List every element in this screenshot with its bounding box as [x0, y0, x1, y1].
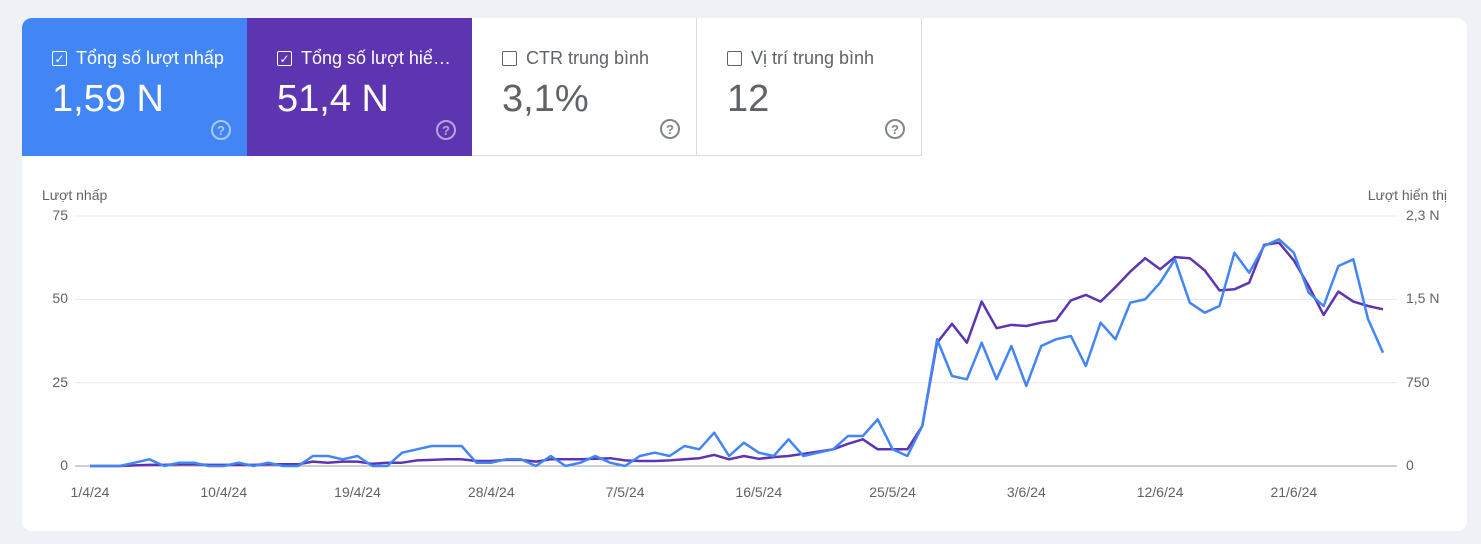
help-icon[interactable]: ? [436, 120, 456, 140]
metric-value: 12 [727, 78, 770, 120]
metric-label: CTR trung bình [502, 48, 649, 69]
metric-value: 1,59 N [52, 78, 164, 120]
metric-value: 3,1% [502, 78, 589, 120]
metric-total-impressions[interactable]: ✓ Tổng số lượt hiể… 51,4 N ? [247, 18, 472, 156]
help-glyph: ? [442, 122, 450, 138]
right-axis-tick: 1,5 N [1406, 290, 1440, 307]
x-axis-tick: 21/6/24 [1270, 484, 1318, 500]
x-axis-tick: 16/5/24 [735, 484, 783, 500]
x-axis-tick: 28/4/24 [467, 484, 515, 500]
help-glyph: ? [217, 122, 225, 138]
x-axis-tick: 19/4/24 [334, 484, 381, 500]
left-axis-tick: 25 [52, 373, 68, 390]
metric-value: 51,4 N [277, 78, 389, 120]
performance-card: ✓ Tổng số lượt nhấp 1,59 N ? ✓ Tổng số l… [22, 18, 1467, 531]
checkbox-checked-icon[interactable]: ✓ [277, 51, 292, 66]
checkbox-unchecked-icon[interactable] [502, 51, 517, 66]
metric-label-text: Tổng số lượt hiể… [301, 48, 451, 68]
right-axis-tick: 750 [1406, 373, 1430, 390]
metric-label: ✓ Tổng số lượt hiể… [277, 48, 451, 69]
help-glyph: ? [891, 121, 899, 137]
left-axis-title: Lượt nhấp [42, 187, 108, 203]
x-axis-tick: 10/4/24 [200, 484, 248, 500]
help-glyph: ? [666, 121, 674, 137]
x-axis-tick: 7/5/24 [605, 484, 645, 500]
performance-chart[interactable]: Lượt nhấp Lượt hiển thị 75 2,3 N 50 1,5 N 25… [22, 18, 1467, 531]
right-axis-title: Lượt hiển thị [1367, 187, 1447, 203]
x-axis-tick: 1/4/24 [70, 484, 110, 500]
check-icon: ✓ [54, 51, 65, 66]
clicks-line [90, 238, 1385, 468]
x-axis-tick: 25/5/24 [869, 484, 916, 500]
metric-label: Vị trí trung bình [727, 48, 874, 69]
help-icon[interactable]: ? [885, 119, 905, 139]
impressions-line [90, 241, 1384, 468]
help-icon[interactable]: ? [211, 120, 231, 140]
metric-label-text: Vị trí trung bình [751, 48, 875, 68]
metric-average-position[interactable]: Vị trí trung bình 12 ? [697, 18, 922, 156]
left-axis-tick: 0 [60, 457, 68, 473]
metric-average-ctr[interactable]: CTR trung bình 3,1% ? [472, 18, 697, 156]
checkbox-unchecked-icon[interactable] [727, 51, 742, 66]
x-axis-tick: 12/6/24 [1136, 484, 1184, 500]
x-axis-tick: 3/6/24 [1006, 484, 1046, 500]
metric-label-text: Tổng số lượt nhấp [76, 48, 224, 68]
metric-tabs: ✓ Tổng số lượt nhấp 1,59 N ? ✓ Tổng số l… [22, 18, 922, 156]
checkbox-checked-icon[interactable]: ✓ [52, 51, 67, 66]
metric-label-text: CTR trung bình [526, 48, 650, 68]
left-axis-tick: 75 [52, 207, 68, 223]
metric-label: ✓ Tổng số lượt nhấp [52, 48, 224, 69]
check-icon: ✓ [279, 51, 290, 66]
line-plot [75, 215, 1397, 468]
right-axis-tick: 0 [1406, 457, 1414, 473]
left-axis-tick: 50 [52, 290, 68, 307]
right-axis-tick: 2,3 N [1406, 207, 1440, 223]
metric-total-clicks[interactable]: ✓ Tổng số lượt nhấp 1,59 N ? [22, 18, 247, 156]
help-icon[interactable]: ? [660, 119, 680, 139]
